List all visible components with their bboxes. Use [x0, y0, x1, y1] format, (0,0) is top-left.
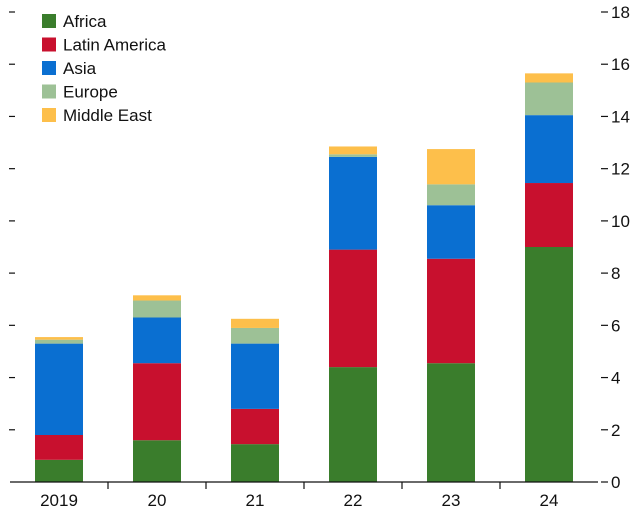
legend-label-africa: Africa [63, 12, 107, 31]
bar-asia-2019 [35, 343, 83, 435]
y-tick-label: 8 [611, 264, 620, 283]
legend-swatch-latin-america [42, 37, 56, 52]
bar-latin-america-24 [525, 183, 573, 247]
y-tick-label: 10 [611, 212, 630, 231]
bar-latin-america-20 [133, 363, 181, 441]
bar-latin-america-23 [427, 258, 475, 364]
y-tick-label: 18 [611, 3, 630, 22]
bar-europe-21 [231, 327, 279, 344]
y-tick-label: 4 [611, 369, 620, 388]
x-tick-label: 20 [148, 491, 167, 510]
y-tick-label: 16 [611, 55, 630, 74]
bar-middle-east-24 [525, 73, 573, 83]
bar-europe-20 [133, 300, 181, 318]
legend-swatch-africa [42, 14, 56, 28]
y-axis-right: 0 2 4 6 8 10 12 14 16 18 [601, 3, 630, 492]
bar-africa-21 [231, 444, 279, 482]
bar-asia-21 [231, 343, 279, 409]
y-tick-label: 0 [611, 473, 620, 492]
bar-middle-east-23 [427, 149, 475, 185]
bar-africa-2019 [35, 459, 83, 482]
bar-europe-22 [329, 154, 377, 157]
legend-label-europe: Europe [63, 83, 118, 102]
legend-label-latin-america: Latin America [63, 36, 167, 55]
legend-swatch-asia [42, 61, 56, 75]
bar-africa-24 [525, 247, 573, 482]
bar-africa-23 [427, 363, 475, 482]
legend: Africa Latin America Asia Europe Middle East [42, 12, 167, 125]
bar-europe-24 [525, 82, 573, 116]
bar-latin-america-22 [329, 249, 377, 368]
legend-label-middle-east: Middle East [63, 106, 152, 125]
legend-label-asia: Asia [63, 59, 97, 78]
y-tick-label: 6 [611, 316, 620, 335]
x-tick-label: 22 [344, 491, 363, 510]
y-tick-label: 2 [611, 421, 620, 440]
bar-asia-23 [427, 205, 475, 259]
bar-middle-east-22 [329, 146, 377, 155]
legend-swatch-middle-east [42, 108, 56, 122]
x-tick-label: 23 [442, 491, 461, 510]
bar-africa-20 [133, 440, 181, 482]
y-tick-label: 12 [611, 160, 630, 179]
y-axis-left-ticks [9, 11, 15, 431]
bar-asia-24 [525, 115, 573, 184]
x-axis: 2019 20 21 22 23 24 [40, 482, 558, 510]
bar-asia-20 [133, 317, 181, 364]
bar-latin-america-21 [231, 408, 279, 445]
x-tick-label: 2019 [40, 491, 78, 510]
x-tick-label: 24 [540, 491, 559, 510]
bar-middle-east-20 [133, 295, 181, 301]
legend-swatch-europe [42, 84, 56, 99]
x-tick-label: 21 [246, 491, 265, 510]
bar-middle-east-2019 [35, 337, 83, 340]
bar-asia-22 [329, 156, 377, 250]
bar-middle-east-21 [231, 318, 279, 328]
bars-layer [35, 73, 573, 482]
bar-europe-2019 [35, 339, 83, 344]
bar-africa-22 [329, 367, 377, 482]
y-tick-label: 14 [611, 107, 630, 126]
bar-latin-america-2019 [35, 435, 83, 460]
bar-europe-23 [427, 184, 475, 206]
